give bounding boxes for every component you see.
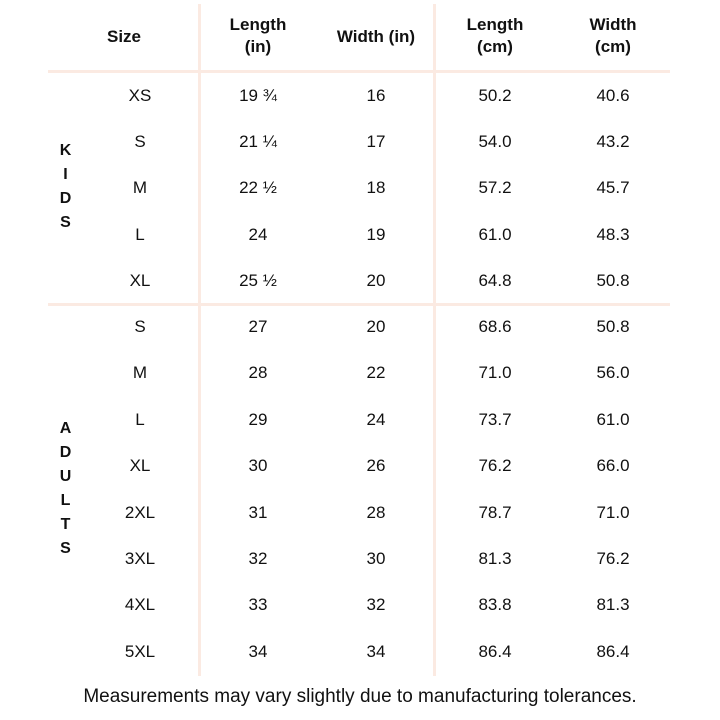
header-size: Size <box>106 27 142 46</box>
header-length-cm-line1: Length <box>466 15 524 34</box>
adults-cell-size: M <box>132 363 148 383</box>
adults-cell-length-cm: 76.2 <box>478 456 512 476</box>
header-length-in: Length (in) <box>198 14 318 58</box>
adults-cell-length-in: 33 <box>248 595 268 615</box>
adults-cell-width-in: 32 <box>366 595 386 615</box>
kids-cell-width-in: 16 <box>366 86 386 105</box>
adults-cell-length-in: 30 <box>248 456 268 476</box>
kids-cell-width-cm: 48.3 <box>596 224 630 244</box>
adults-cell-size: 3XL <box>124 549 156 568</box>
header-width-cm-line2: (cm) <box>595 37 631 56</box>
adults-cell-width-cm: 76.2 <box>596 549 630 568</box>
header-width-cm: Width (cm) <box>553 14 673 58</box>
adults-cell-length-in: 31 <box>248 502 268 522</box>
adults-cell-width-cm: 61.0 <box>596 409 630 429</box>
header-length-cm: Length (cm) <box>435 14 555 58</box>
kids-cell-width-cm: 40.6 <box>596 86 630 105</box>
adults-cell-length-cm: 73.7 <box>478 409 512 429</box>
adults-cell-width-cm: 81.3 <box>596 595 630 615</box>
header-length-cm-line2: (cm) <box>477 37 513 56</box>
adults-cell-length-in: 32 <box>248 549 268 568</box>
header-width-cm-line1: Width <box>589 15 637 34</box>
kids-cell-size: M <box>132 178 148 198</box>
kids-cell-width-in: 17 <box>366 132 386 152</box>
adults-cell-width-in: 24 <box>366 409 386 429</box>
kids-cell-width-cm: 50.8 <box>596 270 630 290</box>
adults-cell-width-in: 34 <box>366 641 386 661</box>
adults-cell-length-cm: 68.6 <box>478 317 512 336</box>
kids-cell-length-in: 21 ¼ <box>239 132 277 152</box>
adults-cell-size: XL <box>129 456 151 476</box>
kids-cell-width-in: 19 <box>366 224 386 244</box>
adults-cell-size: 2XL <box>124 502 156 522</box>
adults-cell-size: 5XL <box>124 641 156 661</box>
kids-cell-width-in: 20 <box>366 270 386 290</box>
adults-cell-length-in: 29 <box>248 409 268 429</box>
adults-cell-length-cm: 83.8 <box>478 595 512 615</box>
footnote: Measurements may vary slightly due to ma… <box>83 686 637 707</box>
adults-cell-length-in: 28 <box>248 363 268 383</box>
adults-cell-length-in: 27 <box>248 317 268 336</box>
header-divider <box>48 70 670 73</box>
kids-cell-width-cm: 45.7 <box>596 178 630 198</box>
adults-cell-length-cm: 71.0 <box>478 363 512 383</box>
adults-cell-size: S <box>134 317 146 336</box>
adults-cell-width-in: 26 <box>366 456 386 476</box>
kids-cell-length-in: 22 ½ <box>239 178 277 198</box>
adults-cell-size: L <box>135 409 145 429</box>
adults-cell-length-cm: 86.4 <box>478 641 512 661</box>
adults-cell-width-cm: 71.0 <box>596 502 630 522</box>
column-divider <box>198 4 201 676</box>
adults-cell-width-cm: 50.8 <box>596 317 630 336</box>
header-length-in-line1: Length <box>229 15 287 34</box>
column-divider <box>433 4 436 676</box>
kids-cell-size: XS <box>128 86 152 105</box>
adults-cell-size: 4XL <box>124 595 156 615</box>
adults-cell-width-in: 20 <box>366 317 386 336</box>
kids-cell-length-cm: 57.2 <box>478 178 512 198</box>
group-label-adults: ADULTS <box>57 420 74 564</box>
adults-cell-width-in: 22 <box>366 363 386 383</box>
adults-cell-length-cm: 81.3 <box>478 549 512 568</box>
kids-cell-length-cm: 54.0 <box>478 132 512 152</box>
kids-cell-width-in: 18 <box>366 178 386 198</box>
kids-cell-size: S <box>134 132 146 152</box>
kids-cell-length-in: 19 ¾ <box>239 86 277 105</box>
group-label-kids: KIDS <box>57 142 74 238</box>
group-divider <box>48 303 670 306</box>
adults-cell-width-cm: 66.0 <box>596 456 630 476</box>
adults-cell-width-in: 30 <box>366 549 386 568</box>
kids-cell-length-cm: 61.0 <box>478 224 512 244</box>
kids-cell-length-cm: 64.8 <box>478 270 512 290</box>
kids-cell-length-in: 25 ½ <box>239 270 277 290</box>
kids-cell-length-cm: 50.2 <box>478 86 512 105</box>
adults-cell-width-cm: 86.4 <box>596 641 630 661</box>
header-length-in-line2: (in) <box>244 37 272 56</box>
kids-cell-size: L <box>135 224 145 244</box>
adults-cell-length-in: 34 <box>248 641 268 661</box>
kids-cell-width-cm: 43.2 <box>596 132 630 152</box>
adults-cell-width-cm: 56.0 <box>596 363 630 383</box>
kids-cell-size: XL <box>129 270 151 290</box>
kids-cell-length-in: 24 <box>248 224 268 244</box>
header-width-in: Width (in) <box>336 27 416 46</box>
adults-cell-width-in: 28 <box>366 502 386 522</box>
adults-cell-length-cm: 78.7 <box>478 502 512 522</box>
